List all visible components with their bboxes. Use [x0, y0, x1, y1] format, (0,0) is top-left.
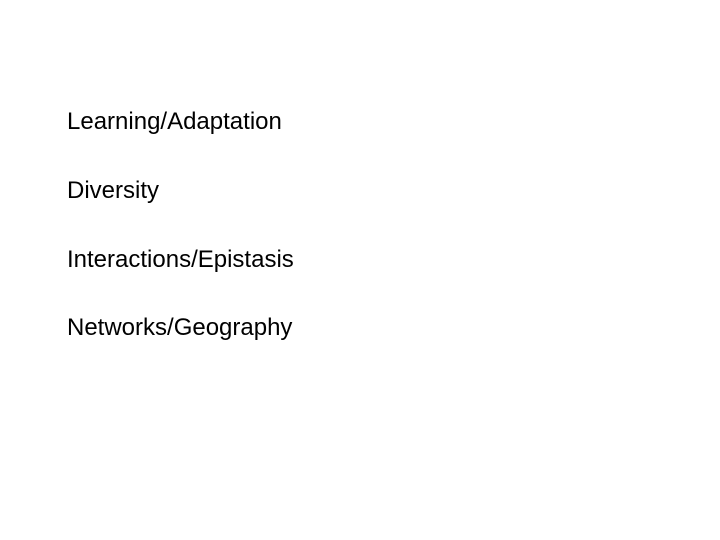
list-item: Diversity [67, 177, 294, 206]
list-item: Interactions/Epistasis [67, 246, 294, 275]
list-item: Networks/Geography [67, 314, 294, 343]
text-list: Learning/Adaptation Diversity Interactio… [67, 108, 294, 383]
list-item: Learning/Adaptation [67, 108, 294, 137]
